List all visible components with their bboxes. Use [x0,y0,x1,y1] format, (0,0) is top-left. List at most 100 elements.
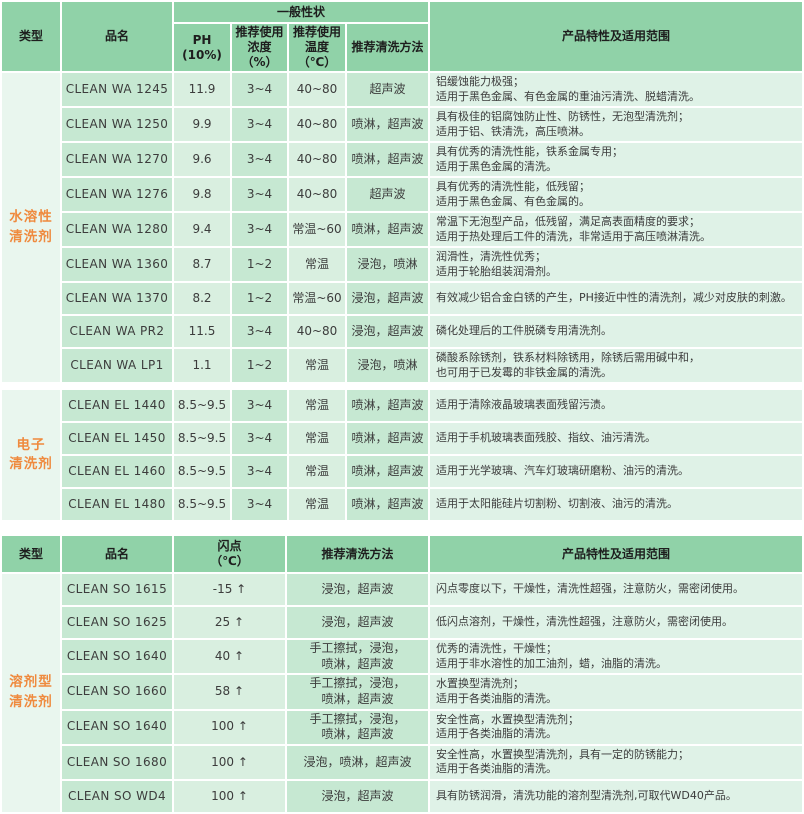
product-description-cell: 具有优秀的清洗性能，铁系金属专用； 适用于黑色金属的清洗。 [430,143,802,177]
cleaning-method-cell: 喷淋，超声波 [347,423,429,455]
column-header-general-properties: 一般性状 [174,2,429,22]
product-description-cell: 适用于清除液晶玻璃表面残留污渍。 [430,390,802,422]
product-description-cell: 常温下无泡型产品，低残留，满足高表面精度的要求； 适用于热处理后工件的清洗，非常适… [430,213,802,247]
temperature-cell: 40~80 [289,73,345,107]
concentration-cell: 3~4 [232,73,287,107]
product-row: CLEAN EL 1450 8.5~9.5 3~4 常温 喷淋，超声波 适用于手机玻璃表面… [2,423,802,455]
description-line: 磷化处理后的工件脱磷专用清洗剂。 [436,324,613,338]
ph-cell: 9.8 [174,178,230,212]
cleaning-method-cell: 手工擦拭，浸泡， 喷淋，超声波 [287,710,428,744]
ph-cell: 1.1 [174,349,230,383]
product-description-cell: 适用于手机玻璃表面残胶、指纹、油污清洗。 [430,423,802,455]
temperature-cell: 常温 [289,456,345,488]
ph-cell: 8.5~9.5 [174,456,230,488]
product-row: CLEAN WA 1276 9.8 3~4 40~80 超声波 具有优秀的清洗性能，低残留… [2,178,802,212]
column-header-name: 品名 [62,2,172,71]
temperature-cell: 常温 [289,390,345,422]
flash-point-cell: 25 ↑ [174,607,285,639]
temperature-cell: 常温~60 [289,283,345,315]
cleaning-method-cell: 喷淋，超声波 [347,489,429,521]
product-row: CLEAN EL 1480 8.5~9.5 3~4 常温 喷淋，超声波 适用于太阳能硅片切… [2,489,802,521]
description-line: 适用于各类油脂的清洗。 [436,727,557,741]
product-name-cell: CLEAN SO 1615 [62,574,172,606]
description-line: 适用于清除液晶玻璃表面残留污渍。 [436,398,613,412]
cleaning-method-cell: 浸泡，超声波 [287,607,428,639]
cleaning-method-cell: 浸泡，喷淋 [347,349,429,383]
description-line: 适用于黑色金属、有色金属的。 [436,194,591,208]
cleaning-method-cell: 浸泡，超声波 [347,316,429,348]
description-line: 适用于轮胎组装润滑剂。 [436,264,558,278]
temperature-cell: 40~80 [289,108,345,142]
cleaning-method-cell: 浸泡，超声波 [287,574,428,606]
ph-cell: 8.5~9.5 [174,423,230,455]
product-row: 电子 清洗剂 CLEAN EL 1440 8.5~9.5 3~4 常温 喷淋，超声波 适用于… [2,390,802,521]
product-name-cell: CLEAN SO WD4 [62,780,172,812]
product-row: CLEAN WA 1280 9.4 3~4 常温~60 喷淋，超声波 常温下无泡型产品，低… [2,213,802,247]
product-name-cell: CLEAN WA 1270 [62,143,172,177]
column-header-type: 类型 [2,536,60,573]
product-name-cell: CLEAN WA 1280 [62,213,172,247]
category-cell: 电子 清洗剂 [2,390,60,521]
cleaning-method-cell: 超声波 [347,73,429,107]
cleaning-method-cell: 手工擦拭，浸泡， 喷淋，超声波 [287,640,428,674]
description-line: 适用于手机玻璃表面残胶、指纹、油污清洗。 [436,431,657,445]
product-name-cell: CLEAN EL 1450 [62,423,172,455]
cleaning-method-cell: 喷淋，超声波 [347,108,429,142]
concentration-cell: 3~4 [232,213,287,247]
description-line: 安全性高，水置换型清洗剂，具有一定的防锈能力； [436,747,689,761]
description-line: 适用于黑色金属、有色金属的重油污清洗、脱蜡清洗。 [436,89,701,103]
product-name-cell: CLEAN WA 1370 [62,283,172,315]
product-description-cell: 铝缓蚀能力极强； 适用于黑色金属、有色金属的重油污清洗、脱蜡清洗。 [430,73,802,107]
category-cell: 水溶性 清洗剂 [2,73,60,383]
product-row: CLEAN WA 1360 8.7 1~2 常温 浸泡，喷淋 润滑性，清洗性优秀； 适用于轮… [2,248,802,282]
product-row: CLEAN SO 1640 40 ↑ 手工擦拭，浸泡， 喷淋，超声波 优秀的清洗性，干… [2,640,802,674]
product-description-cell: 适用于太阳能硅片切割粉、切割液、油污的清洗。 [430,489,802,521]
temperature-cell: 常温 [289,423,345,455]
flash-point-cell: 100 ↑ [174,745,285,779]
description-line: 润滑性，清洗性优秀； [436,250,547,264]
product-name-cell: CLEAN WA 1360 [62,248,172,282]
column-header-features: 产品特性及适用范围 [430,2,802,71]
product-row: CLEAN WA LP1 1.1 1~2 常温 浸泡，喷淋 磷酸系除锈剂，铁系材料除锈用，… [2,349,802,383]
ph-cell: 8.5~9.5 [174,390,230,422]
cleaning-method-cell: 浸泡，喷淋，超声波 [287,745,428,779]
column-header-features: 产品特性及适用范围 [430,536,802,573]
description-line: 适用于光学玻璃、汽车灯玻璃研磨粉、油污的清洗。 [436,464,690,478]
product-name-cell: CLEAN SO 1625 [62,607,172,639]
description-line: 适用于黑色金属的清洗。 [436,159,558,173]
flash-point-cell: 40 ↑ [174,640,285,674]
description-line: 适用于各类油脂的清洗。 [436,692,557,705]
cleaning-method-cell: 浸泡，超声波 [287,780,428,812]
product-description-cell: 润滑性，清洗性优秀； 适用于轮胎组装润滑剂。 [430,248,802,282]
product-name-cell: CLEAN EL 1440 [62,390,172,422]
product-description-cell: 安全性高，水置换型清洗剂，具有一定的防锈能力； 适用于各类油脂的清洗。 [430,745,802,779]
description-line: 水置换型清洗剂； [436,677,524,691]
product-description-cell: 低闪点溶剂，干燥性，清洗性超强，注意防火，需密闭使用。 [430,607,802,639]
cleaning-method-cell: 超声波 [347,178,429,212]
description-line: 具有防锈润滑，清洗功能的溶剂型清洗剂,可取代WD40产品。 [436,789,737,803]
concentration-cell: 1~2 [232,349,287,383]
ph-cell: 11.5 [174,316,230,348]
ph-cell: 9.9 [174,108,230,142]
column-header-name: 品名 [62,536,172,573]
cleaning-method-cell: 手工擦拭，浸泡， 喷淋，超声波 [287,675,428,709]
description-line: 优秀的清洗性，干燥性； [436,642,557,656]
product-description-cell: 磷酸系除锈剂，铁系材料除锈用，除锈后需用碱中和， 也可用于已发霉的非铁金属的清洗。 [430,349,802,383]
product-name-cell: CLEAN WA PR2 [62,316,172,348]
product-name-cell: CLEAN EL 1460 [62,456,172,488]
product-row: CLEAN SO WD4 100 ↑ 浸泡，超声波 具有防锈润滑，清洗功能的溶剂型清洗… [2,780,802,812]
product-row: CLEAN SO 1640 100 ↑ 手工擦拭，浸泡， 喷淋，超声波 安全性高，水置… [2,710,802,744]
temperature-cell: 常温 [289,248,345,282]
column-header-concentration: 推荐使用 浓度（%） [232,24,287,71]
cleaning-method-cell: 喷淋，超声波 [347,143,429,177]
product-name-cell: CLEAN WA LP1 [62,349,172,383]
column-header-temperature: 推荐使用 温度（℃） [289,24,345,71]
concentration-cell: 3~4 [232,316,287,348]
column-header-method: 推荐清洗方法 [287,536,428,573]
column-header-ph: PH (10%) [174,24,230,71]
solvent-cleaners-table: 类型 品名 闪点 （℃） 推荐清洗方法 产品特性及适用范围 溶剂型 清洗剂 CLEAN S… [0,534,804,814]
concentration-cell: 3~4 [232,489,287,521]
product-name-cell: CLEAN WA 1250 [62,108,172,142]
cleaning-method-cell: 浸泡，超声波 [347,283,429,315]
description-line: 也可用于已发霉的非铁金属的清洗。 [436,365,613,379]
